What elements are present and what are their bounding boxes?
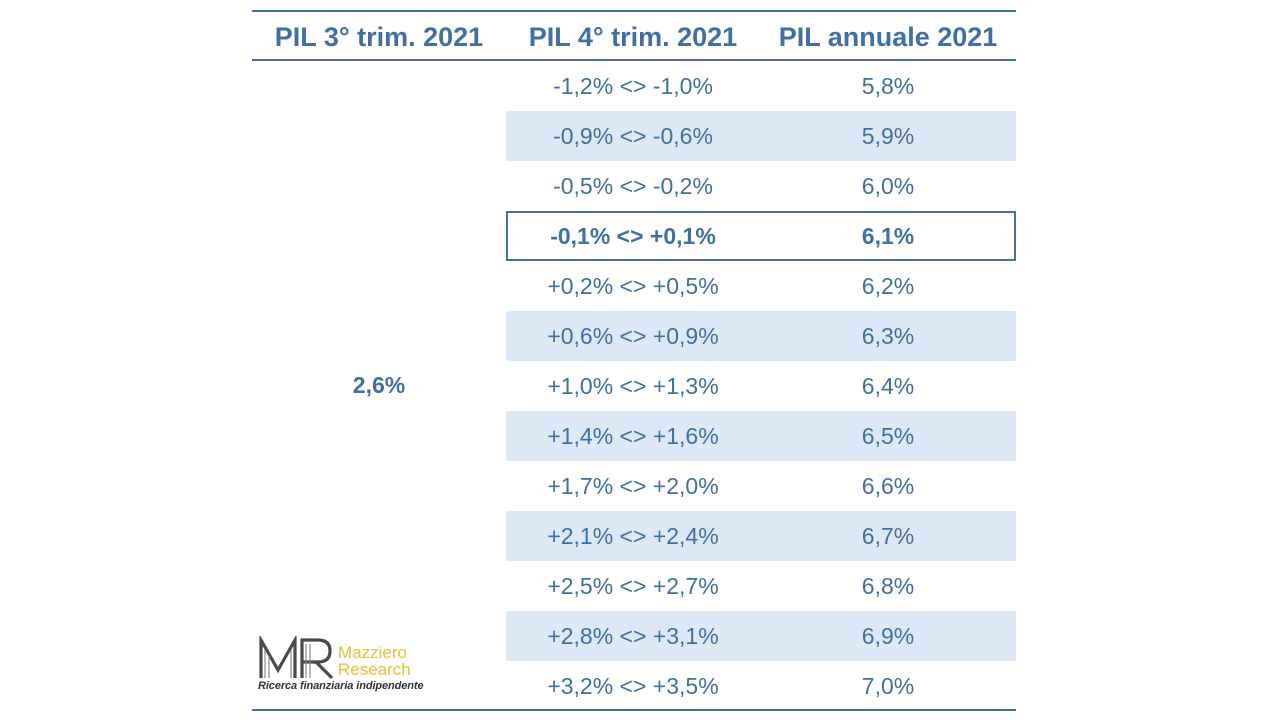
table-row: -0,5% <> -0,2% 6,0%: [506, 161, 1016, 211]
table-row: -1,2% <> -1,0% 5,8%: [506, 61, 1016, 111]
q4-range-cell: +1,7% <> +2,0%: [547, 472, 719, 499]
q4-range-cell: -0,5% <> -0,2%: [553, 172, 713, 199]
q3-value: 2,6%: [352, 372, 406, 398]
q4-range-cell: +2,8% <> +3,1%: [547, 622, 719, 649]
annual-gdp-cell: 6,0%: [861, 172, 915, 199]
q4-range-cell: +2,5% <> +2,7%: [547, 572, 719, 599]
logo-name-line1: Mazziero: [338, 643, 407, 662]
q4-range-cell: +0,2% <> +0,5%: [547, 272, 719, 299]
logo-name: Mazziero Research: [338, 644, 411, 678]
header-rule: [252, 59, 1016, 61]
table-row: +3,2% <> +3,5% 7,0%: [506, 661, 1016, 711]
table-row: -0,9% <> -0,6% 5,9%: [506, 111, 1016, 161]
q4-range-cell: +2,1% <> +2,4%: [547, 522, 719, 549]
annual-gdp-cell: 6,7%: [861, 522, 915, 549]
annual-gdp-cell: 6,6%: [861, 472, 915, 499]
bottom-rule: [252, 709, 1016, 711]
logo-name-line2: Research: [338, 660, 411, 679]
header-q3: PIL 3° trim. 2021: [274, 22, 484, 52]
logo-tagline: Ricerca finanziaria indipendente: [258, 680, 424, 692]
header-q4: PIL 4° trim. 2021: [528, 22, 738, 52]
annual-gdp-cell: 5,9%: [861, 122, 915, 149]
top-rule: [252, 10, 1016, 12]
table-row-highlighted: -0,1% <> +0,1% 6,1%: [506, 211, 1016, 261]
header-annual: PIL annuale 2021: [778, 22, 998, 52]
q4-range-cell: +3,2% <> +3,5%: [547, 672, 719, 699]
mr-logo-icon: [259, 636, 334, 680]
table-row: +1,0% <> +1,3% 6,4%: [506, 361, 1016, 411]
annual-gdp-cell: 7,0%: [861, 672, 915, 699]
annual-gdp-cell: 6,1%: [861, 222, 915, 249]
annual-gdp-cell: 6,8%: [861, 572, 915, 599]
annual-gdp-cell: 6,2%: [861, 272, 915, 299]
annual-gdp-cell: 6,9%: [861, 622, 915, 649]
mazziero-research-logo: Mazziero Research Ricerca finanziaria in…: [258, 636, 438, 696]
q4-range-cell: +1,4% <> +1,6%: [547, 422, 719, 449]
annual-gdp-cell: 6,3%: [861, 322, 915, 349]
table-header: PIL 3° trim. 2021 PIL 4° trim. 2021 PIL …: [252, 12, 1016, 59]
q4-range-cell: -0,1% <> +0,1%: [550, 222, 716, 249]
q4-range-cell: -0,9% <> -0,6%: [553, 122, 713, 149]
table-row: +1,4% <> +1,6% 6,5%: [506, 411, 1016, 461]
table-row: +2,1% <> +2,4% 6,7%: [506, 511, 1016, 561]
q4-range-cell: +1,0% <> +1,3%: [547, 372, 719, 399]
table-row: +1,7% <> +2,0% 6,6%: [506, 461, 1016, 511]
annual-gdp-cell: 5,8%: [861, 72, 915, 99]
annual-gdp-cell: 6,4%: [861, 372, 915, 399]
table-row: +0,2% <> +0,5% 6,2%: [506, 261, 1016, 311]
table-row: +0,6% <> +0,9% 6,3%: [506, 311, 1016, 361]
annual-gdp-cell: 6,5%: [861, 422, 915, 449]
q4-range-cell: -1,2% <> -1,0%: [553, 72, 713, 99]
table-row: +2,8% <> +3,1% 6,9%: [506, 611, 1016, 661]
q4-range-cell: +0,6% <> +0,9%: [547, 322, 719, 349]
table-row: +2,5% <> +2,7% 6,8%: [506, 561, 1016, 611]
